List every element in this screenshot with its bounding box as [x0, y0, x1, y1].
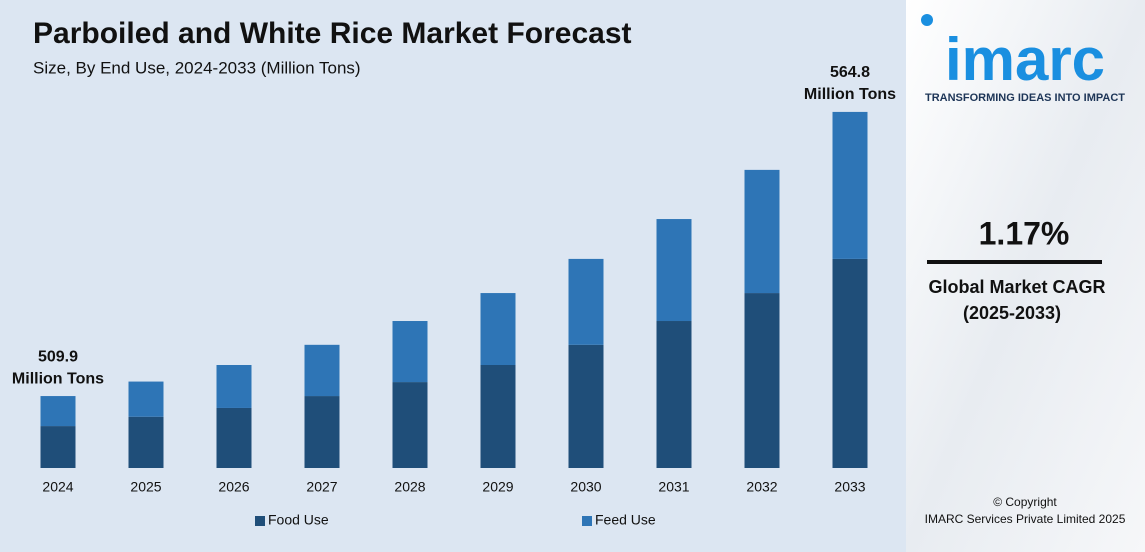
x-tick-label: 2028	[394, 479, 425, 495]
bar-segment	[128, 381, 164, 417]
legend-swatch	[255, 516, 265, 526]
tagline: TRANSFORMING IDEAS INTO IMPACT	[925, 92, 1125, 104]
logo: imarc	[945, 26, 1105, 93]
company: IMARC Services Private Limited 2025	[925, 512, 1126, 526]
bar-segment	[832, 111, 868, 259]
bar-segment	[568, 344, 604, 468]
legend-label: Food Use	[268, 512, 329, 528]
x-tick-label: 2030	[570, 479, 601, 495]
logo-dot	[921, 14, 933, 26]
annotation-value: 509.9	[38, 348, 78, 365]
bar-segment	[744, 293, 780, 468]
cagr-label: Global Market CAGR	[928, 277, 1105, 297]
bar-segment	[40, 396, 76, 427]
bar-segment	[568, 258, 604, 345]
bar-segment	[392, 321, 428, 383]
bar-segment	[480, 293, 516, 366]
cagr-period: (2025-2033)	[963, 303, 1061, 323]
bar-segment	[392, 382, 428, 468]
legend-swatch	[582, 516, 592, 526]
bar-segment	[480, 365, 516, 468]
x-tick-label: 2029	[482, 479, 513, 495]
bar-segment	[304, 344, 340, 397]
x-tick-label: 2025	[130, 479, 161, 495]
bar-segment	[216, 365, 252, 408]
chart-title: Parboiled and White Rice Market Forecast	[33, 17, 632, 50]
x-tick-label: 2032	[746, 479, 777, 495]
bar-segment	[216, 407, 252, 468]
x-tick-label: 2033	[834, 479, 865, 495]
bar-segment	[832, 258, 868, 468]
x-tick-label: 2024	[42, 479, 73, 495]
side-background	[906, 0, 1145, 552]
chart-subtitle: Size, By End Use, 2024-2033 (Million Ton…	[33, 58, 361, 77]
divider	[927, 260, 1102, 264]
legend-label: Feed Use	[595, 512, 656, 528]
bar-segment	[744, 169, 780, 294]
annotation-unit: Million Tons	[804, 86, 896, 103]
bar-segment	[656, 321, 692, 468]
annotation-value: 564.8	[830, 64, 870, 81]
copyright: © Copyright	[993, 495, 1057, 509]
x-tick-label: 2027	[306, 479, 337, 495]
bar-segment	[40, 426, 76, 468]
annotation-unit: Million Tons	[12, 370, 104, 387]
bar-segment	[656, 219, 692, 322]
cagr-value: 1.17%	[979, 215, 1070, 251]
x-tick-label: 2026	[218, 479, 249, 495]
x-tick-label: 2031	[658, 479, 689, 495]
bar-segment	[128, 416, 164, 468]
bar-segment	[304, 396, 340, 468]
